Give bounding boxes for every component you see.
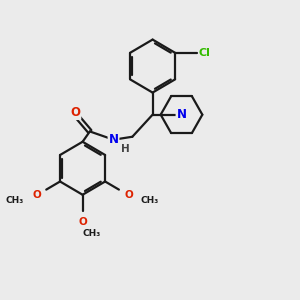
Text: Cl: Cl — [199, 48, 211, 58]
Text: O: O — [32, 190, 41, 200]
Text: O: O — [78, 217, 87, 227]
Text: CH₃: CH₃ — [141, 196, 159, 205]
Text: H: H — [121, 143, 130, 154]
Text: O: O — [124, 190, 133, 200]
Text: O: O — [70, 106, 80, 119]
Text: N: N — [176, 108, 187, 121]
Text: N: N — [109, 133, 118, 146]
Text: CH₃: CH₃ — [6, 196, 24, 205]
Text: CH₃: CH₃ — [82, 229, 101, 238]
